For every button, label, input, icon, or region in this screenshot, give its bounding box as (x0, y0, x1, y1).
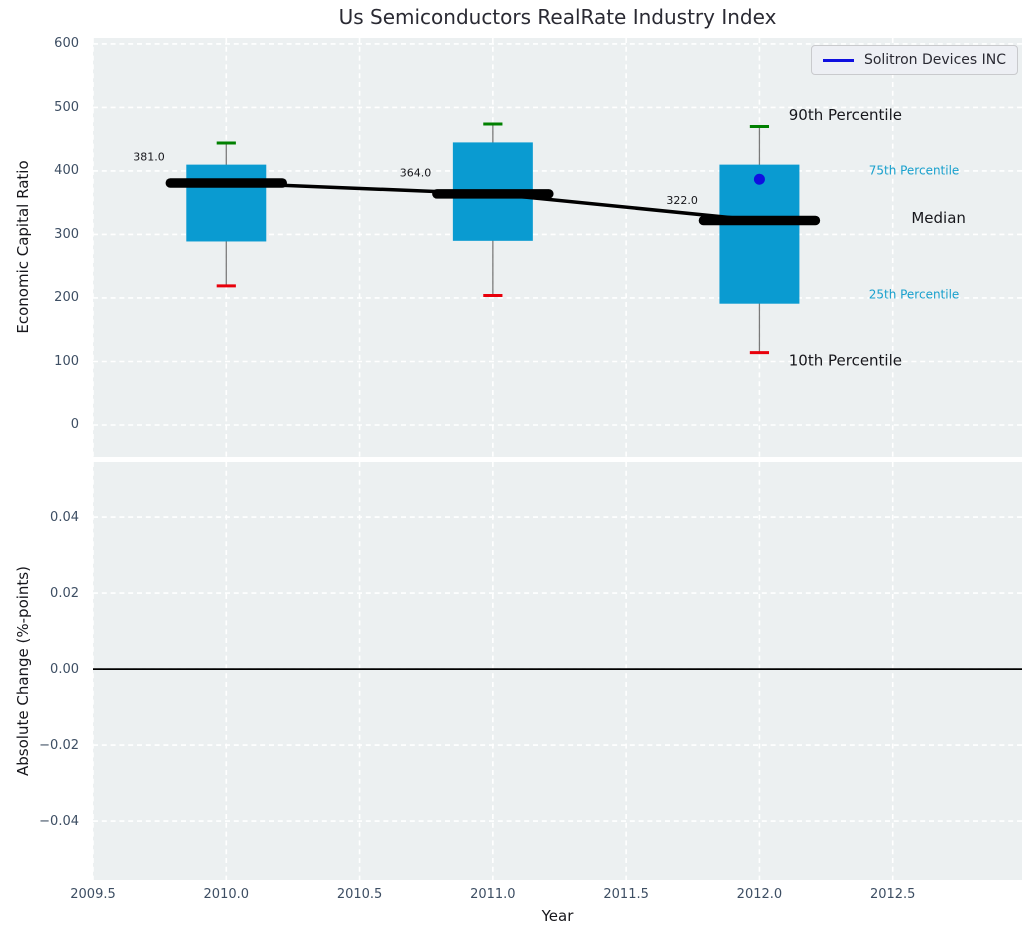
annotation-10th-percentile: 10th Percentile (789, 351, 902, 369)
x-tick-label: 2012.0 (736, 887, 783, 902)
y-tick-label: 0.04 (50, 509, 79, 525)
legend: Solitron Devices INC (810, 45, 1018, 75)
legend-label: Solitron Devices INC (863, 52, 1006, 68)
chart-title: Us Semiconductors RealRate Industry Inde… (338, 5, 777, 29)
bottom-plot-canvas (93, 462, 1022, 880)
x-tick-label: 2011.0 (470, 887, 516, 902)
iqr-box-2012 (719, 164, 800, 304)
annotation-75th-percentile: 75th Percentile (869, 163, 960, 177)
legend-line-swatch (822, 58, 854, 62)
y-tick-label: 600 (54, 36, 79, 52)
x-tick-label: 2012.5 (869, 887, 916, 902)
y-tick-label: 500 (54, 99, 79, 115)
median-value-label-2010: 381.0 (133, 151, 165, 164)
median-value-label-2011: 364.0 (400, 167, 432, 180)
y-tick-label: 0 (70, 417, 79, 433)
x-tick-label: 2009.5 (70, 887, 116, 902)
company-point (753, 173, 765, 185)
median-value-label-2012: 322.0 (666, 194, 698, 207)
x-tick-label: 2011.5 (603, 887, 649, 902)
y-tick-label: 0.02 (50, 585, 79, 601)
annotation-25th-percentile: 25th Percentile (869, 287, 960, 301)
x-tick-label: 2010.5 (336, 887, 383, 902)
x-tick-label: 2010.0 (203, 887, 250, 902)
top-plot-area: 381.0 364.0 322.0 90th Percentile 75th Perce… (93, 38, 1022, 457)
y-tick-label: 400 (54, 163, 79, 179)
iqr-box-2010 (186, 164, 267, 242)
y-tick-label: 100 (54, 353, 79, 369)
y-tick-label: −0.02 (39, 737, 79, 753)
y-tick-label: 0.00 (50, 661, 79, 677)
y-axis-label-top: Economic Capital Ratio (14, 160, 32, 334)
bottom-plot-area (93, 462, 1022, 880)
annotation-90th-percentile: 90th Percentile (789, 106, 902, 124)
top-plot-canvas: 381.0 364.0 322.0 90th Percentile 75th Perce… (93, 38, 1022, 457)
x-axis-label: Year (541, 907, 574, 925)
y-tick-label: −0.04 (39, 813, 79, 829)
y-tick-label: 200 (54, 290, 79, 306)
annotation-median: Median (911, 209, 966, 227)
y-tick-label: 300 (54, 226, 79, 242)
